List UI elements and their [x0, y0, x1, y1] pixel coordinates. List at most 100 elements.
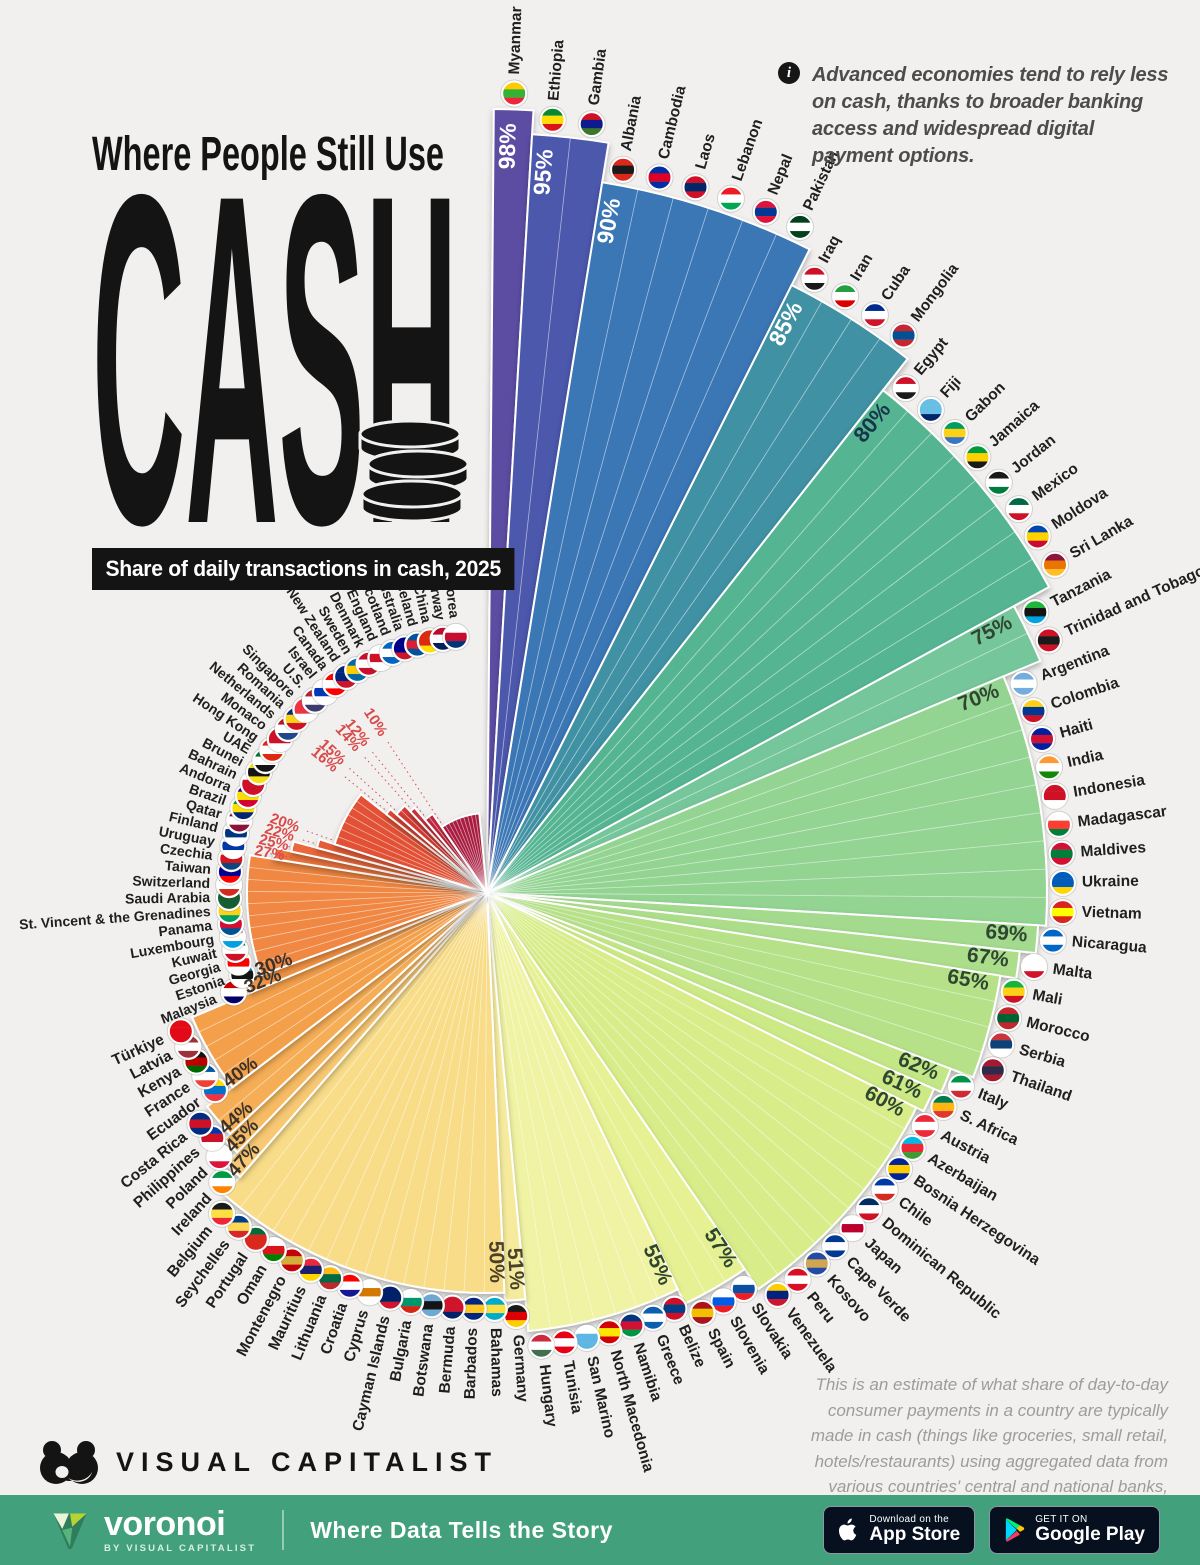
pct-label-69: 69% — [985, 920, 1029, 946]
country-label: Moldova — [1049, 484, 1111, 533]
pct-label-95: 95% — [528, 148, 558, 196]
country-label: Albania — [618, 94, 645, 153]
flag-icon-India — [1035, 753, 1064, 782]
wedge-30 — [246, 854, 491, 977]
wedge-90 — [486, 181, 811, 894]
title-kicker-text: Where People Still Use — [92, 128, 444, 181]
pct-label-25: 25% — [257, 831, 290, 854]
country-label: Tunisia — [560, 1360, 586, 1416]
country-label: Mexico — [1029, 460, 1082, 505]
flag-icon-Myanmar — [500, 79, 529, 108]
visual-capitalist-wordmark: VISUAL CAPITALIST — [116, 1446, 499, 1477]
google-play-badge-top: GET IT ON — [1035, 1513, 1088, 1525]
flag-icon-Slovakia — [729, 1275, 758, 1303]
flag-icon-Iraq — [800, 264, 829, 293]
flag-icon-Vietnam — [1048, 898, 1077, 927]
country-label: Switzerland — [132, 873, 210, 891]
pct-label-50: 50% — [484, 1241, 508, 1284]
flag-icon-Serbia — [987, 1030, 1016, 1059]
country-label: Morocco — [1025, 1014, 1092, 1046]
flag-icon-Argentina — [1009, 669, 1038, 698]
flag-icon-Gabon — [940, 419, 969, 447]
wedge-61 — [486, 892, 936, 1113]
voronoi-logo: voronoi BY VISUAL CAPITALIST — [48, 1507, 256, 1554]
wedge-20 — [333, 792, 488, 894]
flag-icon-Haiti — [1028, 725, 1056, 753]
flag-icon-Chile — [870, 1175, 899, 1204]
footer-tagline: Where Data Tells the Story — [310, 1516, 613, 1543]
country-label: Czechia — [159, 840, 214, 863]
app-store-badge[interactable]: Download on the App Store — [823, 1506, 976, 1554]
flag-icon-Ukraine — [1048, 868, 1077, 897]
wedge-50 — [222, 890, 506, 1294]
pct-label-98: 98% — [494, 123, 521, 170]
voronoi-mark-icon — [53, 1513, 87, 1550]
flag-icon-Jamaica — [963, 443, 992, 472]
flag-icon-Hungary — [527, 1331, 556, 1360]
flag-icon-Bosnia Herzegovina — [885, 1155, 914, 1184]
country-label: Germany — [509, 1334, 531, 1403]
flag-icon-Spain — [688, 1298, 717, 1327]
flag-icon-Indonesia — [1040, 781, 1069, 810]
flag-icon-Dominican Republic — [855, 1195, 883, 1224]
country-label: Malta — [1052, 961, 1094, 983]
apple-icon — [839, 1518, 857, 1541]
country-label: Trinidad and Tobago — [1062, 562, 1200, 640]
title-kicker: Where People Still Use — [92, 128, 444, 181]
country-label: Serbia — [1017, 1041, 1068, 1071]
flag-icon-Seychelles — [224, 1212, 253, 1241]
annotation: i Advanced economies tend to rely less o… — [778, 62, 1178, 170]
country-label: Ethiopia — [545, 39, 567, 102]
title-big: CASH — [92, 97, 470, 622]
flag-icon-Nicaragua — [1039, 926, 1067, 955]
country-label: Bermuda — [436, 1325, 459, 1394]
country-label: Ukraine — [1082, 873, 1140, 891]
flag-icon-Gambia — [577, 110, 606, 139]
flag-icon-Iran — [831, 282, 860, 311]
flag-icon-Fiji — [916, 395, 945, 424]
flag-icon-Azerbaijan — [898, 1133, 927, 1162]
flag-icon-Austria — [910, 1112, 939, 1140]
flag-icon-Laos — [681, 173, 710, 202]
country-label: Laos — [692, 132, 719, 172]
flag-icon-Japan — [838, 1214, 867, 1243]
country-label: Bulgaria — [387, 1319, 415, 1383]
visual-capitalist-mark-icon — [40, 1441, 98, 1484]
country-label: Nicaragua — [1071, 933, 1147, 956]
country-label: Hungary — [536, 1364, 560, 1429]
flag-icon-Mongolia — [889, 321, 918, 350]
country-label: Vietnam — [1081, 904, 1142, 923]
flag-icon-Costa Rica — [186, 1109, 215, 1138]
country-label: Mongolia — [908, 260, 963, 325]
flag-icon-Nepal — [751, 197, 780, 226]
flag-icon-S. Korea — [441, 622, 470, 651]
flag-icon-Belgium — [208, 1199, 236, 1228]
title-big-text: CASH — [92, 97, 458, 622]
flag-icon-Ethiopia — [538, 105, 567, 134]
flag-icon-S. Africa — [929, 1092, 958, 1121]
app-store-badge-bottom: App Store — [869, 1524, 961, 1546]
country-label: Cambodia — [655, 84, 689, 161]
coins-icon — [358, 419, 470, 523]
country-label: Italy — [976, 1085, 1011, 1113]
visual-capitalist-logo: VISUAL CAPITALIST — [38, 1438, 498, 1486]
country-label: Maldives — [1080, 839, 1146, 860]
google-play-icon — [1006, 1518, 1025, 1542]
flag-icon-Albania — [609, 155, 638, 184]
annotation-text: Advanced economies tend to rely less on … — [812, 64, 1169, 167]
country-label: Botswana — [410, 1323, 437, 1398]
google-play-badge[interactable]: GET IT ON Google Play — [989, 1506, 1160, 1554]
pct-label-27: 27% — [253, 842, 286, 864]
flag-icon-Mali — [999, 977, 1028, 1006]
google-play-badge-bottom: Google Play — [1035, 1524, 1145, 1546]
wedge-75 — [486, 604, 1042, 894]
country-label: Colombia — [1049, 674, 1122, 713]
flag-icon-Cape Verde — [821, 1232, 850, 1261]
country-label: Thailand — [1008, 1068, 1074, 1105]
flag-icon-Cuba — [860, 301, 889, 330]
flag-icon-Sri Lanka — [1041, 550, 1069, 579]
flag-icon-Mexico — [1004, 495, 1033, 524]
country-label: Indonesia — [1072, 772, 1147, 801]
country-label: Barbados — [462, 1328, 481, 1400]
flag-icon-Maldives — [1047, 839, 1076, 868]
